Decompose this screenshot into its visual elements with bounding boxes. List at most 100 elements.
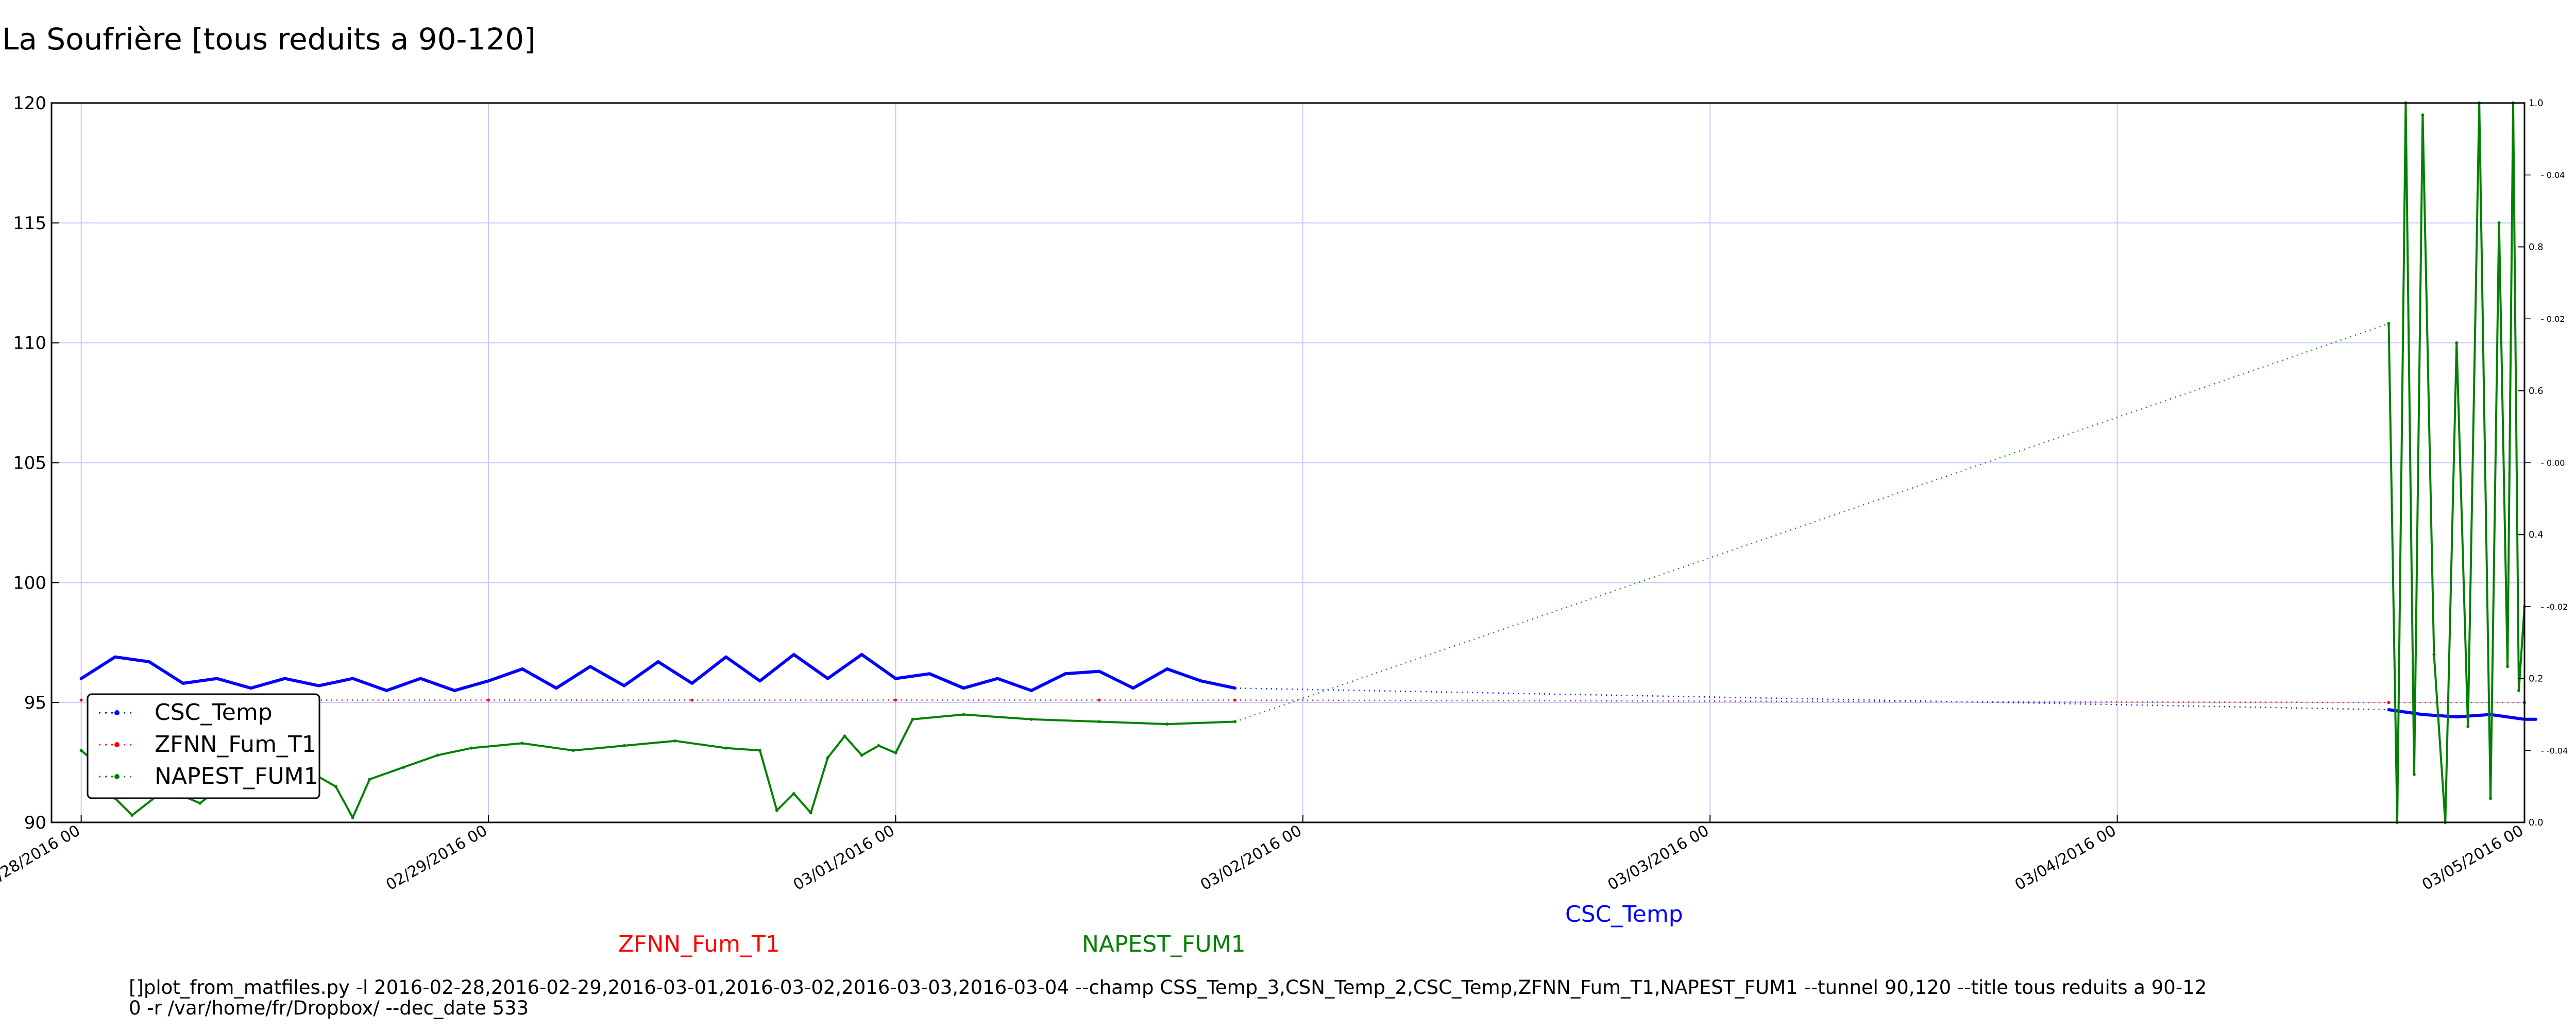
data-point-csc-temp: [792, 653, 795, 656]
data-point-csc-temp: [1097, 669, 1101, 673]
y-tick-label: 120: [13, 93, 46, 114]
data-point-csc-temp: [317, 684, 320, 687]
data-point-zfnn-fum-t1: [1233, 698, 1237, 702]
data-point-csc-temp: [147, 660, 151, 663]
data-point-csc-temp: [385, 689, 388, 692]
y-tick-label: 90: [24, 813, 46, 833]
command-line-1: []plot_from_matfiles.py -l 2016-02-28,20…: [129, 976, 2207, 999]
data-point-napest-fum1: [79, 749, 83, 752]
x-tick-label: 03/03/2016 00: [1605, 822, 1713, 895]
x-tick-label: 03/05/2016 00: [2419, 822, 2527, 895]
y-tick-label: 115: [13, 213, 46, 234]
data-point-napest-fum1: [775, 809, 778, 812]
data-point-csc-temp: [690, 681, 694, 685]
data-point-napest-fum1: [470, 746, 473, 750]
legend-label-napest-fum1: NAPEST_FUM1: [155, 763, 318, 789]
series-line-napest-fum1: [2387, 102, 2526, 823]
data-point-csc-temp: [1165, 667, 1169, 670]
data-point-napest-fum1: [860, 753, 863, 757]
data-point-napest-fum1: [792, 792, 795, 796]
data-point-csc-temp: [758, 679, 761, 683]
legend: CSC_Temp ZFNN_Fum_T1 NAPEST_FUM1: [87, 693, 320, 799]
data-point-napest-fum1: [2489, 797, 2493, 800]
data-point-napest-fum1: [402, 765, 405, 769]
y2-tick-label: 0.6: [2529, 386, 2544, 397]
legend-entry-csc-temp: CSC_Temp: [99, 699, 273, 726]
y-tick-label: 105: [13, 453, 46, 474]
series-line-csc-temp: [2388, 708, 2536, 721]
data-point-napest-fum1: [368, 778, 371, 781]
data-point-napest-fum1: [2455, 341, 2459, 345]
data-point-napest-fum1: [2517, 689, 2520, 692]
data-point-napest-fum1: [334, 785, 337, 788]
y2-inner-tick-label: - 0.00: [2541, 458, 2565, 468]
series-gap-connector-csc-temp: [1235, 687, 2389, 711]
data-point-csc-temp: [724, 655, 728, 659]
data-point-napest-fum1: [2497, 221, 2501, 225]
data-point-csc-temp: [1131, 686, 1135, 690]
x-tick-label: 03/02/2016 00: [1197, 822, 1305, 895]
x-tick-label: 03/01/2016 00: [790, 822, 898, 895]
data-point-napest-fum1: [2421, 113, 2425, 117]
data-point-napest-fum1: [198, 801, 202, 805]
data-point-csc-temp: [2534, 717, 2537, 721]
data-point-csc-temp: [928, 672, 931, 676]
y2-inner-tick-label: - 0.02: [2541, 314, 2565, 324]
data-point-napest-fum1: [962, 713, 965, 716]
grid: [52, 103, 2525, 822]
legend-entry-napest-fum1: NAPEST_FUM1: [99, 763, 318, 789]
data-point-csc-temp: [622, 684, 626, 687]
data-point-csc-temp: [826, 677, 829, 680]
series-gap-connector-napest-fum1: [1234, 323, 2389, 723]
data-point-csc-temp: [487, 679, 490, 683]
data-point-csc-temp: [588, 665, 592, 668]
data-point-zfnn-fum-t1: [2387, 701, 2391, 704]
data-point-napest-fum1: [2506, 665, 2510, 668]
data-point-csc-temp: [215, 677, 219, 680]
y-tick-label: 110: [13, 333, 46, 354]
data-point-napest-fum1: [351, 816, 354, 819]
data-point-napest-fum1: [130, 814, 134, 817]
data-point-napest-fum1: [877, 744, 880, 747]
legend-entry-zfnn-fum-t1: ZFNN_Fum_T1: [99, 731, 316, 758]
legend-dot-zfnn-fum-t1: [114, 742, 120, 747]
y2-tick-label: 1.0: [2529, 98, 2544, 109]
data-point-csc-temp: [249, 686, 252, 690]
data-point-zfnn-fum-t1: [79, 698, 83, 702]
data-point-napest-fum1: [809, 811, 812, 815]
y-tick-label: 95: [24, 693, 46, 713]
data-point-zfnn-fum-t1: [690, 698, 694, 702]
data-point-napest-fum1: [622, 744, 626, 747]
data-point-napest-fum1: [436, 753, 439, 757]
data-point-zfnn-fum-t1: [1097, 698, 1101, 702]
colored-label-zfnn-fum-t1: ZFNN_Fum_T1: [618, 931, 780, 957]
y2-inner-tick-label: - -0.04: [2541, 746, 2568, 755]
colored-label-napest-fum1: NAPEST_FUM1: [1082, 931, 1246, 957]
data-point-csc-temp: [2455, 715, 2459, 719]
y2-tick-label: 0.0: [2529, 817, 2544, 828]
data-point-napest-fum1: [843, 734, 846, 738]
y-axis-ticks: 90 95 100 105 110 115 120: [13, 93, 59, 833]
x-axis-ticks: 02/28/2016 00 02/29/2016 00 03/01/2016 00 0…: [0, 815, 2527, 894]
legend-dot-csc-temp: [114, 710, 120, 715]
legend-box: [87, 693, 320, 799]
data-point-csc-temp: [962, 686, 965, 690]
data-point-csc-temp: [1029, 689, 1033, 692]
data-point-napest-fum1: [724, 746, 728, 750]
data-point-napest-fum1: [1029, 717, 1033, 721]
x-tick-label: 03/04/2016 00: [2012, 822, 2120, 895]
data-point-csc-temp: [996, 677, 999, 680]
legend-label-zfnn-fum-t1: ZFNN_Fum_T1: [155, 731, 316, 758]
data-point-napest-fum1: [1165, 723, 1169, 726]
data-point-napest-fum1: [894, 751, 897, 754]
data-point-csc-temp: [79, 677, 83, 680]
data-point-csc-temp: [860, 653, 863, 656]
series-line-csc-temp: [80, 653, 1235, 692]
command-line-2: 0 -r /var/home/fr/Dropbox/ --dec_date 53…: [129, 997, 529, 1019]
data-point-napest-fum1: [911, 717, 914, 721]
data-point-csc-temp: [1199, 679, 1203, 683]
data-point-napest-fum1: [2412, 772, 2416, 776]
legend-label-csc-temp: CSC_Temp: [155, 699, 273, 726]
y2-tick-label: 0.4: [2529, 529, 2544, 540]
